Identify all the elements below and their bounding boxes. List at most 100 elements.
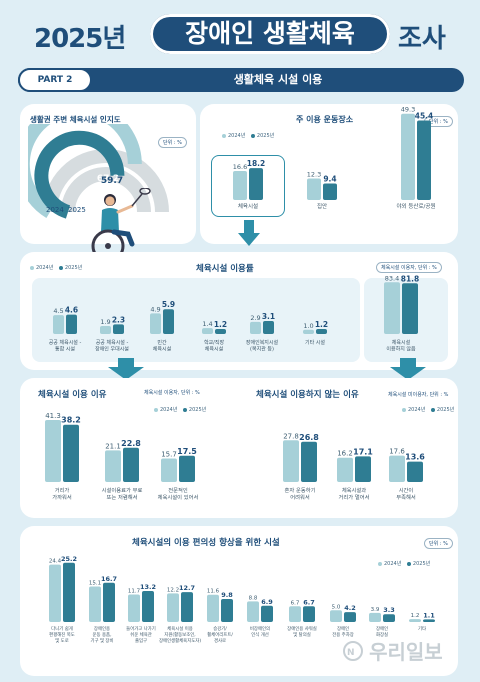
legend-2025-label: 2025년 (436, 407, 455, 413)
category-label: 및 탈의실 (293, 631, 311, 638)
gauge-year-2025: 2025 (68, 206, 86, 214)
category-label: 승강기/ (213, 625, 227, 632)
bar-2025 (355, 456, 371, 482)
data-label-2024: 1.0 (303, 322, 313, 330)
bar-2025 (261, 605, 273, 622)
bar-2025 (263, 320, 274, 334)
bar-2024 (303, 329, 314, 334)
bar-2024 (89, 586, 101, 622)
category-label: 인식 개선 (251, 631, 269, 638)
awareness-title: 생활권 주변 체육시설 인지도 (30, 115, 121, 124)
category-label: 체육시설 (238, 202, 258, 210)
data-label-2024: 49.3 (401, 106, 415, 114)
category-label: 장애인생활체육지도자) (159, 637, 201, 644)
data-label-2025: 1.2 (214, 320, 227, 329)
svg-text:N: N (347, 648, 355, 658)
part-title: 생활체육 시설 이용 (233, 73, 323, 86)
category-label: 기타 시설 (305, 339, 325, 346)
bar-2025 (103, 582, 115, 622)
category-label: 운동 용품, (93, 632, 112, 638)
usage-rate-unit: 체육시설 이용자, 단위 : % (376, 262, 442, 273)
gauge-value-2024: 67.2 (97, 174, 119, 184)
data-label-2025: 9.4 (323, 175, 336, 184)
bar-2025 (407, 461, 423, 482)
data-label-2024: 4.9 (150, 305, 160, 313)
header-year: 2025년 (34, 24, 126, 54)
part-number: PART 2 (37, 75, 73, 85)
data-label-2024: 41.3 (45, 412, 61, 420)
category-label: 집안 (317, 203, 327, 210)
legend-2024-label: 2024년 (160, 407, 178, 413)
bar-2024 (233, 170, 247, 200)
category-label: 부족해서 (396, 493, 416, 501)
bar-2025 (402, 283, 418, 334)
legend-2024-swatch (154, 407, 158, 412)
arrow-to-reasons-use-icon (108, 358, 144, 380)
category-label: 경사로 (214, 637, 226, 644)
data-label-2024: 5.0 (332, 604, 341, 610)
category-label: 화장실 (376, 631, 388, 638)
bar-2025 (123, 447, 139, 482)
header-title: 장애인 생활체육 (185, 19, 355, 48)
data-label-2024: 15.1 (89, 581, 101, 587)
bar-2024 (128, 594, 140, 622)
bar-2024 (384, 282, 400, 334)
data-label-2025: 4.2 (344, 604, 356, 612)
improvement-unit: 단위 : % (424, 538, 453, 549)
bar-2025 (301, 441, 317, 482)
category-label: 장애인용 (94, 625, 110, 632)
data-label-2025: 13.2 (140, 583, 156, 591)
category-label: 휠체어리프트/ (207, 631, 233, 638)
category-label: 지원(활동보조인, (164, 631, 195, 638)
watermark-text: 우리일보 (369, 640, 443, 664)
bar-2024 (389, 455, 405, 482)
data-label-2024: 1.2 (411, 613, 420, 619)
main-place-chart: 16.6 18.2 체육시설 12.39.4 집안 49.345.4 야외 등산로/공원 (233, 106, 436, 210)
category-label: 기타 (418, 625, 426, 632)
data-label-2025: 17.1 (353, 447, 373, 456)
data-label-2024: 12.2 (167, 587, 179, 593)
data-label-2025: 17.5 (177, 447, 197, 456)
legend-2024-label: 2024년 (228, 133, 246, 139)
header-suffix: 조사 (398, 24, 446, 54)
category-label: 혼자 운동하기 (285, 486, 316, 494)
gauge-value-2025: 59.7 (101, 176, 123, 186)
data-label-2024: 1.4 (202, 320, 212, 328)
usage-rate-chart: 4.5 4.6공공 체육시설 -통합 시설1.9 2.3공공 체육시설 -장애인 우… (49, 274, 420, 353)
category-label: 거리가 (55, 486, 70, 494)
bar-2024 (161, 458, 177, 482)
bar-2025 (181, 592, 193, 622)
awareness-unit: 단위 : % (158, 137, 187, 148)
reasons-use-legend: 2024년 2025년 (150, 406, 206, 413)
reasons-not-unit: 체육시설 미이용자, 단위 : % (384, 390, 453, 399)
legend-2025-label: 2025년 (412, 561, 431, 567)
bar-2025 (417, 120, 431, 200)
data-label-2024: 16.6 (233, 163, 247, 171)
main-place-legend: 2024년 2025년 (218, 132, 274, 139)
reasons-use-title: 체육시설 이용 이유 (38, 390, 107, 400)
legend-2024-swatch (222, 133, 226, 138)
data-label-2025: 45.4 (415, 112, 434, 121)
legend-2024-label: 2024년 (408, 407, 426, 413)
header-title-pill: 장애인 생활체육 (150, 14, 390, 54)
legend-2025-label: 2025년 (188, 407, 207, 413)
bar-2025 (163, 309, 174, 334)
bar-2024 (401, 113, 415, 200)
category-label: 장애인 우대시설 (95, 346, 129, 353)
improvement-title: 체육시설의 이용 편의성 향상을 위한 시설 (132, 538, 280, 548)
bar-2024 (202, 328, 213, 334)
gauge-year-2024: 2024 (46, 206, 64, 214)
bar-2024 (330, 610, 342, 622)
data-label-2025: 38.2 (61, 416, 81, 425)
bar-2025 (63, 424, 79, 482)
category-label: 장애인용 샤워실 (287, 625, 317, 632)
bar-2024 (150, 313, 161, 334)
data-label-2025: 4.6 (65, 306, 78, 315)
data-label-2025: 22.8 (121, 439, 141, 448)
data-label-2024: 11.6 (207, 589, 220, 595)
data-label-2024: 21.1 (105, 442, 121, 450)
usage-legend: 2024년 2025년 (26, 264, 82, 271)
bar-2025 (316, 328, 327, 334)
sports-facility-highlight-box (211, 155, 285, 217)
